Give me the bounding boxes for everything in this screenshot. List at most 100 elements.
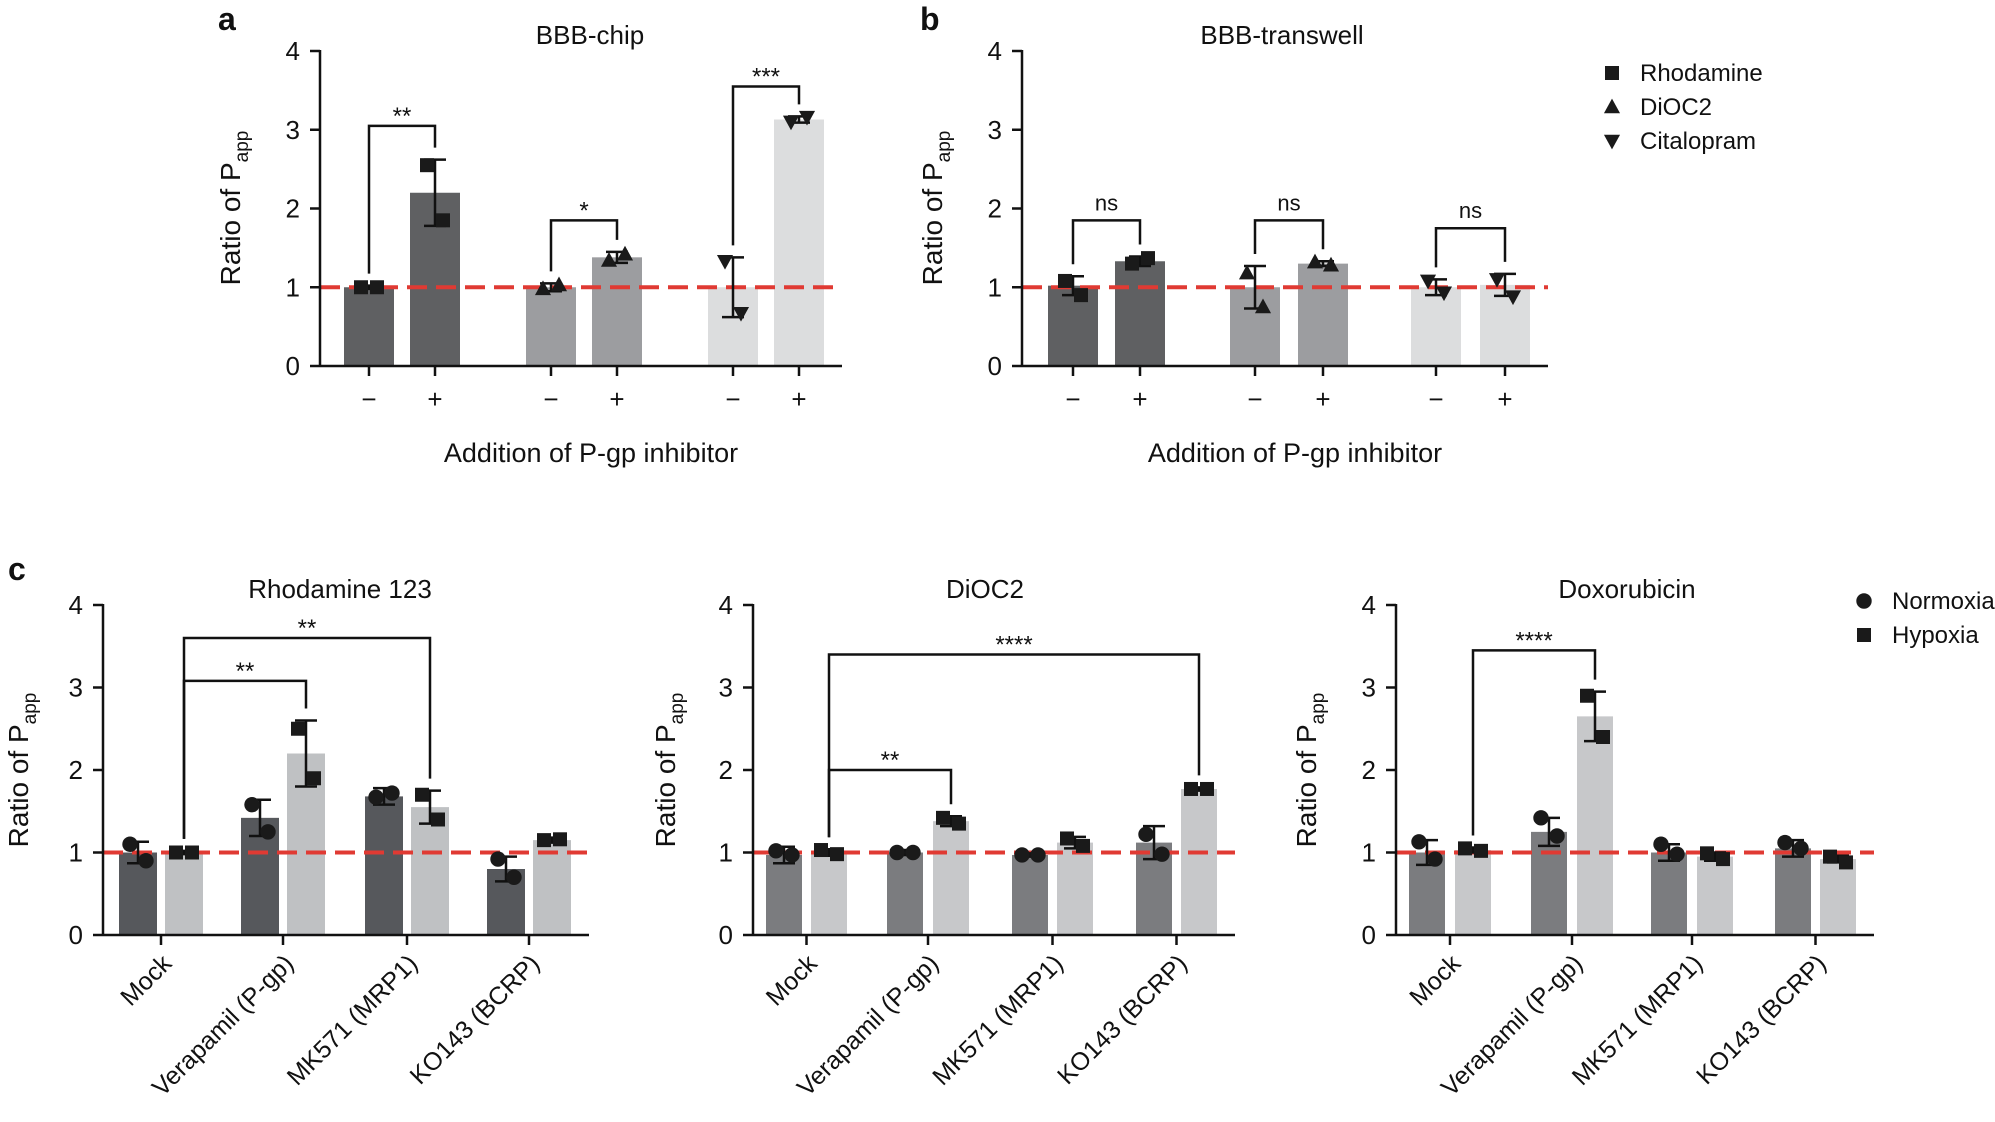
bar: [1115, 261, 1165, 366]
significance-bracket: [1471, 649, 1597, 836]
x-tick-label: KO143 (BCRP): [1691, 949, 1832, 1090]
data-point: [436, 213, 450, 228]
y-tick-label: 1: [1362, 838, 1376, 868]
data-point: [1254, 298, 1272, 314]
significance-bracket: [1253, 219, 1325, 254]
significance-label: ****: [995, 632, 1032, 659]
bar: [1480, 284, 1530, 366]
y-tick-label: 1: [988, 272, 1002, 302]
data-point: [550, 276, 568, 292]
data-point: [600, 252, 618, 267]
y-tick-label: 2: [719, 755, 733, 785]
significance-label: **: [393, 103, 412, 130]
data-point: [1060, 831, 1074, 846]
data-point: [1716, 852, 1730, 867]
bar: [1531, 831, 1567, 935]
y-tick-label: 0: [988, 351, 1002, 381]
y-axis-label: Ratio of Papp: [650, 693, 688, 848]
significance-label: **: [298, 615, 317, 642]
significance-label: ns: [1459, 198, 1482, 223]
data-point: [1154, 846, 1170, 862]
x-tick-label: −: [1065, 384, 1080, 414]
bar: [766, 854, 802, 935]
legend-compounds: Rhodamine DiOC2 Citalopram: [1603, 60, 1763, 155]
bar: [411, 807, 449, 935]
y-axis-label: Ratio of Papp: [3, 693, 41, 848]
legend-marker: [1603, 98, 1621, 114]
bar: [1181, 788, 1217, 935]
bar: [533, 840, 571, 935]
data-point: [1306, 253, 1324, 269]
bar: [1455, 850, 1491, 935]
bar: [1411, 287, 1461, 366]
data-point: [244, 796, 260, 813]
x-tick-label: −: [1428, 384, 1443, 414]
x-tick-label: KO143 (BCRP): [1052, 949, 1193, 1090]
data-point: [1504, 290, 1522, 306]
x-tick-label: MK571 (MRP1): [1567, 949, 1709, 1091]
x-tick-label: +: [791, 384, 806, 414]
chart-title: Rhodamine 123: [248, 574, 432, 604]
data-point: [537, 833, 551, 848]
y-tick-label: 2: [1362, 755, 1376, 785]
data-point: [122, 836, 138, 852]
data-point: [782, 115, 800, 131]
y-tick-label: 2: [988, 194, 1002, 224]
y-axis-label: Ratio of Papp: [215, 131, 253, 286]
data-point: [420, 158, 434, 173]
x-tick-label: Mock: [115, 949, 177, 1011]
x-tick-label: −: [725, 384, 740, 414]
y-tick-label: 2: [286, 194, 300, 224]
data-point: [185, 845, 199, 860]
y-tick-label: 1: [719, 838, 733, 868]
significance-bracket: [1434, 226, 1507, 268]
x-tick-label: Mock: [761, 949, 823, 1011]
y-axis-label: Ratio of Papp: [917, 131, 955, 286]
data-point: [732, 306, 750, 322]
significance-bracket: [182, 636, 432, 839]
data-point: [1823, 849, 1837, 864]
legend-label: Citalopram: [1640, 128, 1756, 155]
significance-bracket: [1071, 219, 1142, 265]
bar: [811, 852, 847, 935]
x-tick-label: +: [1497, 384, 1512, 414]
y-tick-label: 1: [286, 272, 300, 302]
y-tick-label: 3: [286, 115, 300, 145]
bar: [365, 796, 403, 935]
data-point: [1322, 256, 1340, 272]
y-tick-label: 4: [286, 36, 300, 66]
y-tick-label: 0: [286, 351, 300, 381]
data-point: [1427, 851, 1443, 867]
data-point: [1793, 840, 1809, 857]
data-point: [1653, 836, 1669, 852]
x-axis-label: Addition of P-gp inhibitor: [444, 438, 738, 468]
panel-label-a: a: [218, 1, 236, 37]
data-point: [1580, 688, 1594, 703]
y-axis-label: Ratio of Papp: [1291, 693, 1329, 848]
data-point: [260, 824, 276, 840]
y-axis-label-subscript: app: [20, 693, 41, 725]
data-point: [307, 771, 321, 786]
x-tick-label: −: [1247, 384, 1262, 414]
data-point: [784, 847, 800, 863]
y-tick-label: 0: [719, 920, 733, 950]
data-point: [1200, 781, 1214, 796]
panel-label-b: b: [920, 1, 940, 37]
y-tick-label: 0: [69, 920, 83, 950]
data-point: [1435, 286, 1453, 302]
bar: [1820, 859, 1856, 935]
y-axis-label-subscript: app: [667, 693, 688, 725]
data-point: [616, 245, 634, 261]
data-point: [1458, 841, 1472, 856]
data-point: [798, 110, 816, 126]
x-tick-label: +: [609, 384, 624, 414]
significance-label: ***: [752, 63, 780, 90]
data-point: [830, 847, 844, 862]
significance-bracket: [827, 653, 1201, 838]
data-point: [1074, 288, 1088, 303]
x-tick-label: MK571 (MRP1): [282, 949, 424, 1091]
